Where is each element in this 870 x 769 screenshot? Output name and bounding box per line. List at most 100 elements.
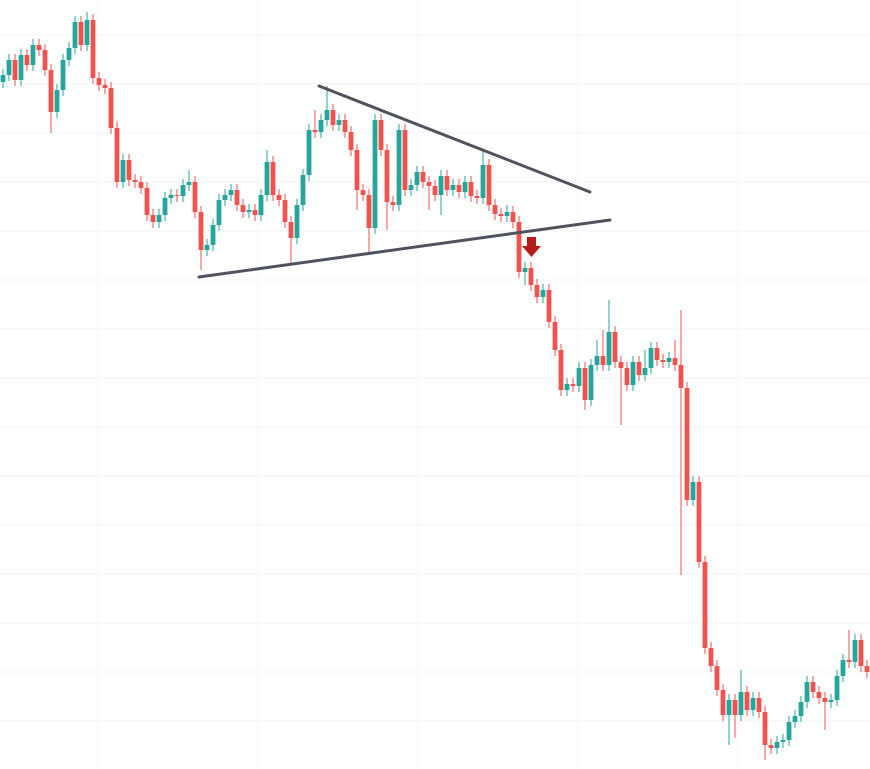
candle-body: [558, 350, 564, 390]
candle-body: [324, 110, 330, 120]
candle-body: [42, 50, 48, 70]
candle-body: [72, 22, 78, 48]
candle-body: [222, 195, 228, 200]
candle-body: [642, 368, 648, 375]
candle-body: [744, 692, 750, 710]
candle-body: [168, 195, 174, 198]
candle-body: [6, 60, 12, 75]
candle-body: [24, 55, 30, 65]
candle-body: [366, 195, 372, 228]
candle-body: [636, 362, 642, 375]
candle-body: [540, 290, 546, 297]
candle-body: [174, 195, 180, 196]
candle-body: [114, 128, 120, 182]
candle-body: [630, 362, 636, 385]
upper-trendline: [317, 84, 592, 194]
candle-body: [648, 348, 654, 368]
candle-body: [30, 45, 36, 65]
candle-body: [690, 482, 696, 500]
candle-body: [462, 182, 468, 192]
candle-body: [120, 160, 126, 182]
candle-body: [300, 175, 306, 205]
candles: [0, 12, 870, 760]
candle-body: [84, 20, 90, 45]
candle-body: [108, 88, 114, 128]
candle-body: [666, 358, 672, 362]
candle-body: [378, 120, 384, 150]
candle-body: [18, 55, 24, 80]
candle-body: [402, 130, 408, 190]
candle-body: [552, 322, 558, 350]
candle-body: [510, 212, 516, 222]
candle-body: [48, 70, 54, 112]
candle-body: [144, 188, 150, 215]
candle-body: [720, 690, 726, 715]
candle-body: [0, 75, 6, 82]
candle-body: [618, 362, 624, 368]
candle-body: [492, 205, 498, 214]
candle-body: [288, 222, 294, 238]
candle-body: [348, 132, 354, 150]
candle-body: [468, 182, 474, 196]
candle-body: [336, 120, 342, 125]
candle-body: [738, 692, 744, 715]
candle-body: [228, 190, 234, 195]
candle-body: [486, 165, 492, 205]
candle-body: [834, 676, 840, 700]
candle-body: [456, 185, 462, 192]
candle-body: [360, 190, 366, 195]
candle-body: [804, 682, 810, 702]
candle-body: [132, 180, 138, 182]
candle-body: [660, 360, 666, 362]
candle-body: [858, 640, 864, 666]
arrow-head: [522, 246, 541, 257]
candle-body: [576, 368, 582, 386]
candle-body: [864, 666, 870, 672]
candle-body: [162, 198, 168, 215]
candle-body: [816, 692, 822, 698]
candle-body: [420, 172, 426, 182]
candle-body: [726, 700, 732, 715]
candle-body: [828, 700, 834, 702]
candle-body: [312, 130, 318, 132]
candle-body: [600, 356, 606, 365]
candle-body: [522, 268, 528, 272]
candle-body: [258, 195, 264, 215]
horizontal-grid: [0, 34, 870, 722]
candle-body: [684, 388, 690, 500]
candle-body: [504, 212, 510, 216]
candle-body: [186, 182, 192, 185]
candle-body: [234, 190, 240, 205]
arrow-stem: [527, 237, 536, 247]
candle-body: [282, 200, 288, 222]
candle-body: [774, 742, 780, 748]
candle-body: [810, 682, 816, 692]
candle-body: [354, 150, 360, 190]
candle-body: [264, 162, 270, 195]
candle-body: [54, 90, 60, 112]
candle-body: [216, 200, 222, 225]
candle-body: [756, 698, 762, 712]
candle-body: [762, 712, 768, 745]
candle-body: [90, 20, 96, 78]
candle-body: [318, 120, 324, 132]
candle-body: [270, 162, 276, 195]
candle-body: [36, 45, 42, 50]
candle-body: [246, 210, 252, 212]
candle-body: [276, 195, 282, 200]
candle-body: [102, 85, 108, 88]
candle-body: [570, 384, 576, 386]
candle-body: [78, 22, 84, 45]
candle-body: [390, 202, 396, 205]
candle-body: [852, 640, 858, 662]
candle-body: [66, 48, 72, 60]
candle-body: [750, 698, 756, 710]
candle-body: [564, 384, 570, 390]
candle-body: [426, 182, 432, 186]
candle-body: [792, 716, 798, 722]
candle-body: [474, 196, 480, 198]
candle-body: [840, 660, 846, 676]
candle-body: [294, 205, 300, 238]
candle-body: [498, 214, 504, 216]
